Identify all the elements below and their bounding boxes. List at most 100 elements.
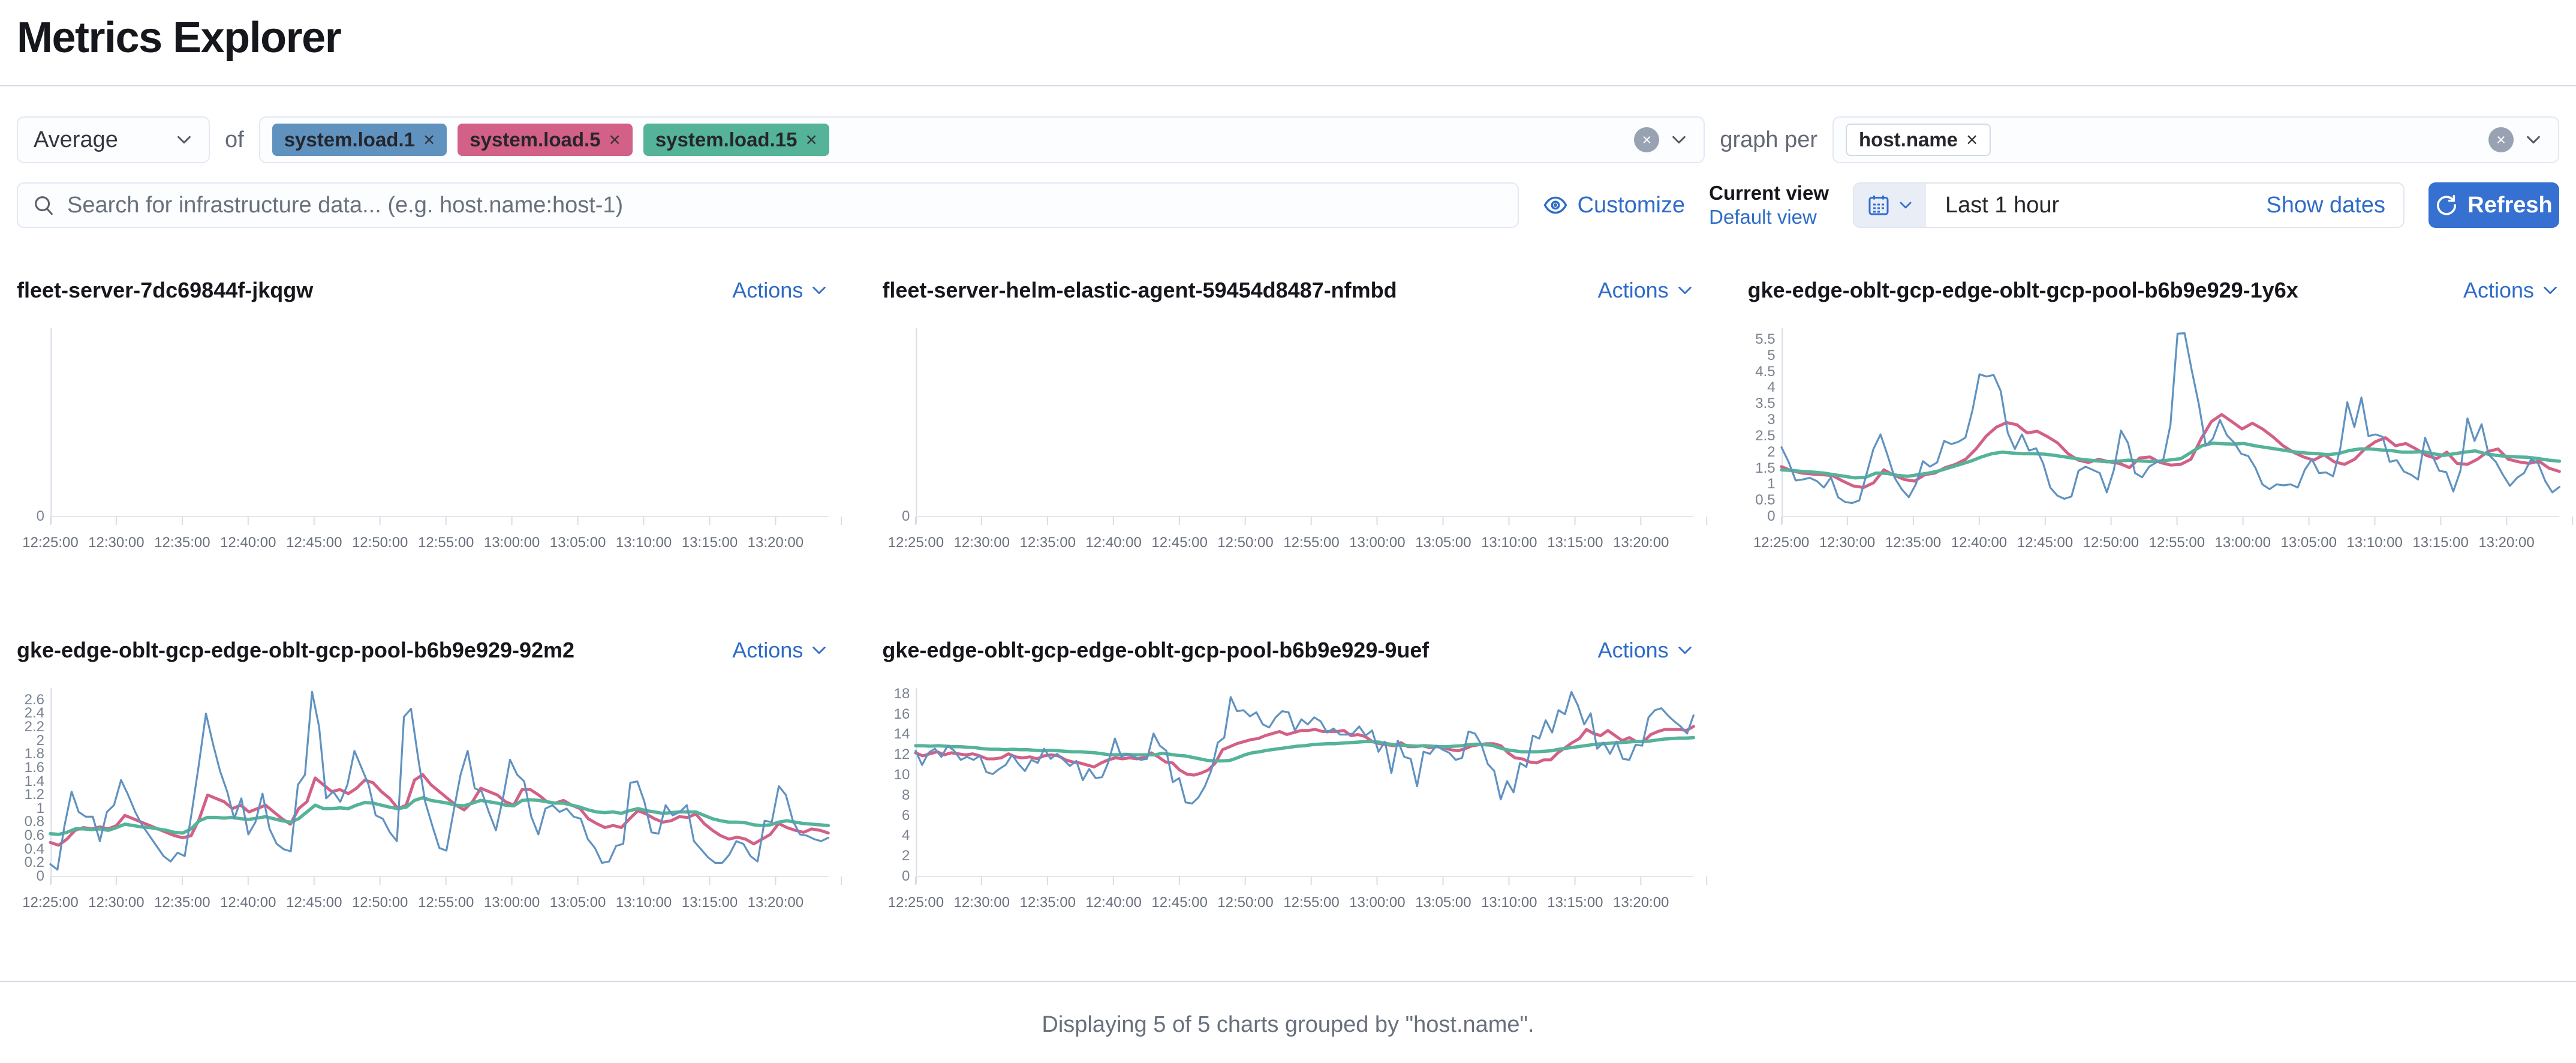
saved-view-selector: Current view Default view [1709, 181, 1829, 230]
x-axis-tick-label: 13:15:00 [2412, 534, 2469, 551]
y-axis-tick-label: 1.5 [1755, 460, 1775, 476]
x-axis-tick-label: 12:30:00 [953, 894, 1010, 911]
refresh-icon [2437, 195, 2457, 215]
y-axis: 0 [882, 325, 916, 529]
chart-title: fleet-server-helm-elastic-agent-59454d84… [882, 277, 1397, 302]
x-axis: 12:25:00 12:30:00 12:35:00 12:40:00 12:45:00… [22, 894, 828, 914]
y-axis-tick-label: 0.8 [24, 813, 44, 830]
y-axis: 0 0.5 1 1.5 2 2.5 3 3.5 4 4.5 5 5.5 [1748, 325, 1781, 529]
badge-label: host.name [1859, 128, 1958, 151]
y-axis-tick-label: 1.8 [24, 745, 44, 762]
y-axis-tick-label: 4.5 [1755, 363, 1775, 380]
x-axis-tick-label: 12:50:00 [1217, 894, 1274, 911]
chart-actions-button[interactable]: Actions [1598, 278, 1694, 303]
x-axis-tick-label: 12:45:00 [286, 894, 342, 911]
badge-system.load.1[interactable]: system.load.1 × [272, 124, 447, 156]
y-axis-tick-label: 1.6 [24, 759, 44, 776]
x-axis-tick-label: 12:45:00 [286, 534, 342, 551]
chart-plot-area[interactable] [916, 684, 1693, 888]
metrics-combobox[interactable]: system.load.1 × system.load.5 × system.load.… [258, 116, 1705, 163]
badge-system.load.15[interactable]: system.load.15 × [643, 124, 829, 156]
chevron-down-icon[interactable] [2524, 131, 2542, 149]
x-axis-tick-label: 13:00:00 [2214, 534, 2271, 551]
x-axis: 12:25:00 12:30:00 12:35:00 12:40:00 12:45:00… [22, 534, 828, 554]
x-axis-tick-label: 12:40:00 [1085, 894, 1142, 911]
chart-header: fleet-server-helm-elastic-agent-59454d84… [882, 278, 1693, 303]
search-input[interactable]: Search for infrastructure data... (e.g. … [17, 182, 1519, 229]
chart-actions-button[interactable]: Actions [732, 638, 828, 663]
badge-remove-icon[interactable]: × [423, 128, 435, 151]
chart-header: gke-edge-oblt-gcp-edge-oblt-gcp-pool-b6b… [1748, 278, 2559, 303]
quick-select-button[interactable] [1854, 184, 1926, 227]
chart-body: 0 [17, 325, 828, 529]
y-axis-tick-label: 3 [1767, 411, 1775, 428]
chart-plot-area[interactable] [916, 325, 1693, 529]
badge-remove-icon[interactable]: × [1966, 128, 1978, 151]
badge-host.name[interactable]: host.name × [1846, 124, 1991, 156]
x-axis-tick-label: 12:30:00 [953, 534, 1010, 551]
chart-title: fleet-server-7dc69844f-jkqgw [17, 277, 314, 302]
chart-actions-button[interactable]: Actions [732, 278, 828, 303]
y-axis-tick-label: 5 [1767, 347, 1775, 364]
y-axis-tick-label: 0 [901, 508, 910, 524]
clear-group-by-button[interactable]: × [2488, 127, 2514, 152]
actions-label: Actions [2463, 277, 2534, 302]
chart-card: gke-edge-oblt-gcp-edge-oblt-gcp-pool-b6b… [882, 638, 1693, 914]
x-axis-tick-label: 12:30:00 [88, 894, 145, 911]
y-axis-tick-label: 2.4 [24, 704, 44, 721]
clear-metrics-button[interactable]: × [1634, 127, 1660, 152]
y-axis-tick-label: 0 [36, 508, 44, 524]
x-axis-tick-label: 12:55:00 [1283, 894, 1340, 911]
x-axis-tick-label: 12:35:00 [1019, 534, 1076, 551]
series-system.load.5 [50, 774, 828, 845]
series-system.load.1 [50, 692, 828, 869]
refresh-button[interactable]: Refresh [2428, 182, 2559, 229]
y-axis-tick-label: 6 [901, 807, 910, 824]
aggregation-select[interactable]: Average [17, 116, 210, 163]
actions-label: Actions [732, 637, 804, 662]
super-date-picker: Last 1 hour Show dates [1853, 182, 2405, 229]
header-divider [0, 85, 2576, 86]
chart-title: gke-edge-oblt-gcp-edge-oblt-gcp-pool-b6b… [17, 637, 575, 662]
customize-button[interactable]: Customize [1543, 193, 1685, 218]
y-axis-tick-label: 2.2 [24, 718, 44, 735]
of-label: of [225, 127, 244, 152]
x-axis-tick-label: 12:30:00 [88, 534, 145, 551]
chart-actions-button[interactable]: Actions [1598, 638, 1694, 663]
y-axis-tick-label: 0.2 [24, 854, 44, 870]
graph-per-label: graph per [1720, 127, 1817, 152]
time-range-value[interactable]: Last 1 hour [1945, 192, 2060, 218]
chevron-down-icon[interactable] [1670, 131, 1688, 149]
x-axis-tick-label: 13:15:00 [681, 894, 738, 911]
charts-summary: Displaying 5 of 5 charts grouped by "hos… [1042, 1011, 1534, 1037]
x-axis: 12:25:00 12:30:00 12:35:00 12:40:00 12:45:00… [1753, 534, 2559, 554]
y-axis: 0 0.2 0.4 0.6 0.8 1 1.2 1.4 1.6 1.8 2 2.2 2.4 2.6 [17, 684, 50, 888]
x-axis-tick-label: 12:50:00 [351, 894, 408, 911]
badge-remove-icon[interactable]: × [805, 128, 817, 151]
search-icon [35, 196, 53, 215]
x-axis-tick-label: 13:15:00 [1547, 534, 1603, 551]
badge-remove-icon[interactable]: × [609, 128, 621, 151]
default-view-link[interactable]: Default view [1709, 206, 1817, 229]
chart-plot-area[interactable] [50, 325, 828, 529]
y-axis-tick-label: 2.5 [1755, 427, 1775, 444]
y-axis-tick-label: 16 [893, 705, 910, 722]
chart-actions-button[interactable]: Actions [2463, 278, 2559, 303]
y-axis-tick-label: 3.5 [1755, 395, 1775, 412]
x-axis-tick-label: 12:55:00 [417, 534, 474, 551]
y-axis-tick-label: 0 [1767, 508, 1775, 524]
y-axis: 0 2 4 6 8 10 12 14 16 18 [882, 684, 916, 888]
x-axis-tick-label: 13:15:00 [1547, 894, 1603, 911]
series-system.load.15 [50, 797, 828, 834]
x-axis-tick-label: 13:10:00 [615, 894, 672, 911]
chevron-down-icon [1678, 286, 1692, 294]
y-axis-tick-label: 12 [893, 746, 910, 762]
x-axis: 12:25:00 12:30:00 12:35:00 12:40:00 12:45:00… [888, 894, 1693, 914]
chart-plot-area[interactable] [1781, 325, 2559, 529]
badge-system.load.5[interactable]: system.load.5 × [458, 124, 633, 156]
show-dates-button[interactable]: Show dates [2266, 192, 2385, 218]
chart-plot-area[interactable] [50, 684, 828, 888]
series-system.load.1 [1781, 333, 2559, 503]
group-by-combobox[interactable]: host.name × × [1832, 116, 2559, 163]
chart-body: 0 0.2 0.4 0.6 0.8 1 1.2 1.4 1.6 1.8 2 2.2 2.4 2.6 [17, 684, 828, 888]
